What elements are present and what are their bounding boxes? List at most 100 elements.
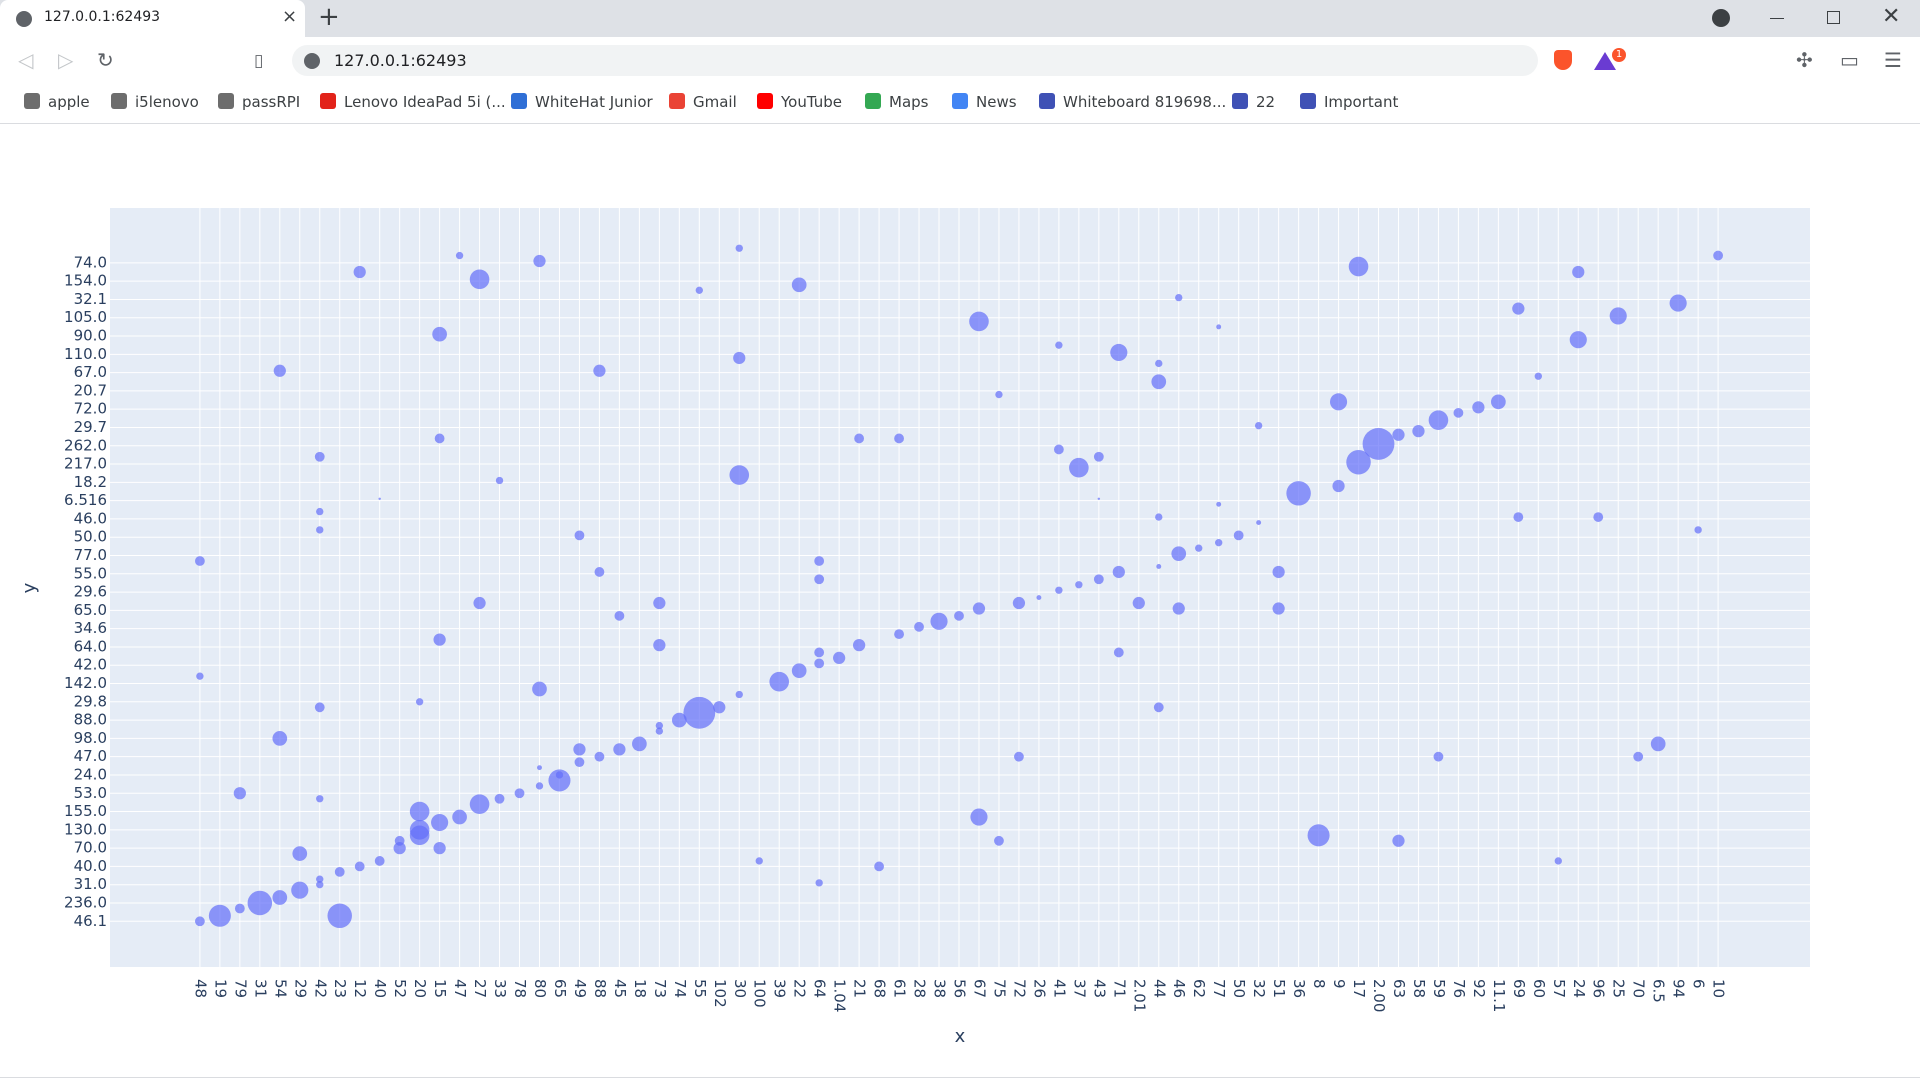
restore[interactable] (1827, 11, 1840, 24)
point (469, 269, 490, 290)
bookmark[interactable]: WhiteHat Junior (535, 93, 653, 111)
point (1513, 512, 1524, 522)
bookmark[interactable]: News (976, 93, 1017, 111)
tab-search[interactable] (1712, 9, 1730, 27)
point (434, 433, 445, 444)
x-tick-label: 45 (611, 979, 629, 998)
rewards-icon[interactable] (1594, 52, 1616, 70)
point (733, 351, 746, 365)
point (1593, 512, 1604, 522)
x-tick-label: 27 (471, 979, 489, 998)
point (1036, 595, 1042, 601)
point (432, 326, 447, 342)
address-bar[interactable]: 127.0.0.1:62493 (292, 45, 1538, 76)
point (316, 795, 324, 803)
point (433, 841, 446, 855)
x-tick-label: 33 (491, 979, 509, 998)
point (894, 629, 904, 640)
x-tick-label: 100 (751, 979, 769, 1008)
bookmark[interactable]: YouTube (781, 93, 842, 111)
y-tick-label: 47.0 (74, 747, 107, 765)
tab[interactable]: 127.0.0.1:62493 × (0, 0, 305, 37)
bookmark[interactable]: Maps (889, 93, 929, 111)
point (854, 433, 865, 444)
point (1075, 581, 1083, 589)
point (393, 841, 406, 855)
point (1172, 602, 1185, 615)
point (378, 497, 381, 501)
point (970, 808, 988, 826)
bookmark[interactable]: i5lenovo (135, 93, 199, 111)
bookmark[interactable]: apple (48, 93, 90, 111)
wallet[interactable]: ▭ (1840, 48, 1859, 72)
forward-button[interactable]: ▷ (58, 48, 74, 72)
x-tick-label: 67 (970, 979, 988, 998)
x-tick-label: 46 (1170, 979, 1188, 998)
status-strip (0, 1077, 1920, 1081)
y-tick-label: 6.516 (64, 491, 107, 509)
point (729, 465, 750, 485)
point (1348, 256, 1369, 277)
x-tick-label: 54 (271, 979, 289, 998)
point (1014, 751, 1024, 762)
bookmark-icon (320, 93, 336, 109)
bookmark[interactable]: Whiteboard 819698... (1063, 93, 1227, 111)
x-tick-label: 48 (191, 979, 209, 998)
close-window[interactable]: ✕ (1882, 4, 1901, 29)
x-tick-label: 1.04 (831, 979, 849, 1012)
point (1055, 341, 1063, 349)
y-tick-label: 70.0 (74, 839, 107, 857)
reload-button[interactable]: ↻ (97, 48, 114, 72)
bookmark[interactable]: passRPI (242, 93, 301, 111)
y-tick-label: 46.1 (74, 912, 107, 930)
x-tick-label: 56 (951, 979, 969, 998)
bookmark[interactable]: Important (1324, 93, 1399, 111)
x-tick-label: 69 (1510, 979, 1528, 998)
bookmark[interactable]: Gmail (693, 93, 737, 111)
x-tick-label: 11.1 (1490, 979, 1508, 1012)
point (334, 866, 345, 877)
x-tick-label: 37 (1070, 979, 1088, 998)
point (1633, 751, 1644, 762)
y-tick-label: 236.0 (64, 893, 107, 911)
x-tick-label: 49 (571, 979, 589, 998)
x-tick-label: 96 (1590, 979, 1608, 998)
bookmark[interactable]: 22 (1256, 93, 1276, 111)
x-tick-label: 59 (1430, 979, 1448, 998)
point (1215, 539, 1223, 547)
menu[interactable]: ☰ (1884, 48, 1902, 72)
y-tick-label: 50.0 (74, 528, 107, 546)
point (1175, 293, 1183, 302)
point (514, 788, 525, 799)
point (292, 846, 308, 861)
point (452, 809, 467, 825)
back-button[interactable]: ◁ (18, 48, 34, 72)
marks (194, 244, 1724, 929)
point (1254, 421, 1263, 430)
point (208, 904, 231, 927)
point (409, 820, 430, 840)
brave-shield[interactable] (1554, 50, 1572, 70)
tab-close[interactable]: × (282, 6, 298, 27)
new-tab[interactable]: + (318, 2, 340, 32)
point (1055, 586, 1063, 594)
bookmark-button[interactable]: ▯ (254, 51, 264, 71)
extensions[interactable]: ✣ (1796, 48, 1813, 72)
y-tick-label: 24.0 (74, 765, 107, 783)
point (1153, 702, 1164, 713)
x-tick-label: 23 (331, 979, 349, 998)
chart: x y 48 19 79 31 54 29 42 23 12 40 52 20 15 47 27 33 78 80… (19, 208, 1810, 1047)
minimize[interactable] (1770, 18, 1784, 19)
point (316, 526, 324, 534)
point (1554, 857, 1562, 865)
x-tick-label: 57 (1550, 979, 1568, 998)
x-tick-label: 88 (591, 979, 609, 998)
x-tick-label: 40 (371, 979, 389, 998)
point (1412, 425, 1425, 438)
point (291, 881, 309, 899)
point (1329, 393, 1348, 411)
bookmark[interactable]: Lenovo IdeaPad 5i (... (344, 93, 506, 111)
y-tick-label: 64.0 (74, 637, 107, 655)
x-tick-label: 26 (1030, 979, 1048, 998)
x-tick-label: 6 (1690, 979, 1708, 989)
